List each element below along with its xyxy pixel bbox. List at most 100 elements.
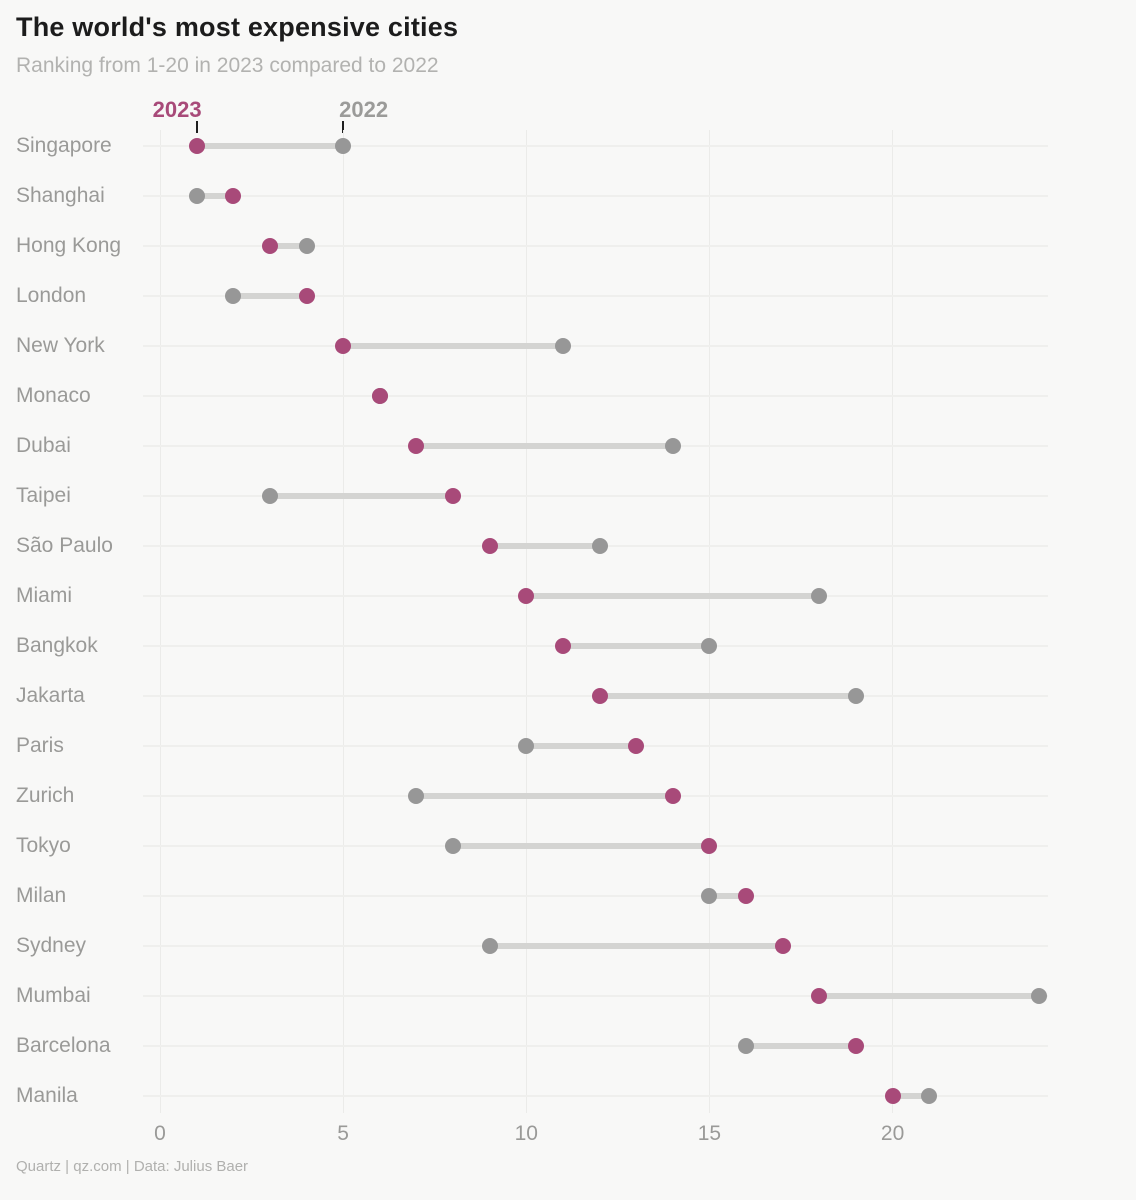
dot-2023 xyxy=(445,488,462,504)
dot-2022 xyxy=(518,738,535,754)
dot-2022 xyxy=(701,888,718,904)
dot-2022 xyxy=(188,188,205,204)
rank-connector xyxy=(562,643,710,649)
dot-2022 xyxy=(445,838,462,854)
gridline-x-5 xyxy=(342,130,344,1113)
row-guide-line xyxy=(143,1095,1048,1097)
row-guide-line xyxy=(143,145,1048,147)
rank-connector xyxy=(343,343,563,349)
city-label-paris: Paris xyxy=(16,734,64,757)
dot-2023 xyxy=(591,688,608,704)
city-label-miami: Miami xyxy=(16,584,72,607)
gridline-x-15 xyxy=(708,130,710,1113)
dot-2022 xyxy=(811,588,828,604)
city-label-london: London xyxy=(16,284,87,307)
rank-connector xyxy=(746,1043,856,1049)
dot-2023 xyxy=(811,988,828,1004)
row-guide-line xyxy=(143,895,1048,897)
city-label-jakarta: Jakarta xyxy=(16,684,85,707)
legend-tick-2023 xyxy=(195,121,198,133)
dot-2023 xyxy=(188,138,205,154)
city-label-barcelona: Barcelona xyxy=(16,1034,111,1057)
city-label-hong-kong: Hong Kong xyxy=(16,234,122,257)
dot-2023 xyxy=(518,588,535,604)
row-guide-line xyxy=(143,195,1048,197)
rank-connector xyxy=(269,493,454,499)
rank-connector xyxy=(196,193,234,199)
city-label-manila: Manila xyxy=(16,1084,78,1107)
city-label-s-o-paulo: São Paulo xyxy=(16,534,113,557)
row-guide-line xyxy=(143,345,1048,347)
dot-2023 xyxy=(628,738,645,754)
rank-connector xyxy=(526,743,637,749)
dot-2022 xyxy=(298,238,315,254)
city-label-new-york: New York xyxy=(16,334,105,357)
rank-connector xyxy=(599,693,856,699)
row-guide-line xyxy=(143,395,1048,397)
city-label-monaco: Monaco xyxy=(16,384,91,407)
city-label-singapore: Singapore xyxy=(16,134,112,157)
city-label-milan: Milan xyxy=(16,884,67,907)
rank-connector xyxy=(269,243,307,249)
rank-connector xyxy=(233,293,307,299)
dot-2022 xyxy=(481,938,498,954)
city-label-dubai: Dubai xyxy=(16,434,71,457)
dot-2022 xyxy=(261,488,278,504)
rank-connector xyxy=(453,843,710,849)
rank-connector xyxy=(416,443,673,449)
x-axis-tick-10: 10 xyxy=(514,1122,538,1145)
dot-2022 xyxy=(225,288,242,304)
city-label-tokyo: Tokyo xyxy=(16,834,71,857)
dot-2022 xyxy=(738,1038,755,1054)
legend-tick-2022 xyxy=(342,121,345,133)
dot-2023 xyxy=(774,938,791,954)
rank-connector xyxy=(489,543,600,549)
rank-connector xyxy=(526,593,820,599)
row-guide-line xyxy=(143,295,1048,297)
rank-connector xyxy=(892,1093,930,1099)
x-axis-tick-0: 0 xyxy=(154,1122,166,1145)
city-label-sydney: Sydney xyxy=(16,934,87,957)
dot-2022 xyxy=(664,438,681,454)
dot-2023 xyxy=(481,538,498,554)
dot-2023 xyxy=(371,388,388,404)
dot-2023 xyxy=(738,888,755,904)
dot-2022 xyxy=(591,538,608,554)
city-label-zurich: Zurich xyxy=(16,784,75,807)
dot-2023 xyxy=(335,338,352,354)
dot-2023 xyxy=(847,1038,864,1054)
dot-2022 xyxy=(847,688,864,704)
dot-2023 xyxy=(884,1088,901,1104)
dot-2022 xyxy=(1031,988,1048,1004)
dot-2023 xyxy=(298,288,315,304)
dot-2022 xyxy=(554,338,571,354)
dot-2023 xyxy=(261,238,278,254)
dot-2022 xyxy=(408,788,425,804)
dot-2023 xyxy=(701,838,718,854)
legend-label-2022: 2022 xyxy=(339,97,389,122)
row-guide-line xyxy=(143,495,1048,497)
x-axis-tick-15: 15 xyxy=(697,1122,722,1145)
rank-connector xyxy=(819,993,1040,999)
city-label-mumbai: Mumbai xyxy=(16,984,91,1007)
rank-connector xyxy=(196,143,344,149)
dot-2023 xyxy=(408,438,425,454)
city-label-taipei: Taipei xyxy=(16,484,71,507)
chart-title: The world's most expensive cities xyxy=(16,12,459,42)
dot-2022 xyxy=(701,638,718,654)
city-label-bangkok: Bangkok xyxy=(16,634,98,657)
chart-subtitle: Ranking from 1-20 in 2023 compared to 20… xyxy=(16,54,439,77)
rank-connector xyxy=(416,793,673,799)
row-guide-line xyxy=(143,1045,1048,1047)
rank-connector xyxy=(489,943,783,949)
x-axis-tick-20: 20 xyxy=(880,1122,905,1145)
dot-2022 xyxy=(335,138,352,154)
dot-2022 xyxy=(921,1088,938,1104)
city-label-shanghai: Shanghai xyxy=(16,184,105,207)
gridline-x-0 xyxy=(159,130,161,1113)
dot-2023 xyxy=(554,638,571,654)
x-axis-tick-5: 5 xyxy=(337,1122,349,1145)
source-credit: Quartz | qz.com | Data: Julius Baer xyxy=(16,1158,249,1175)
rank-connector xyxy=(709,893,747,899)
